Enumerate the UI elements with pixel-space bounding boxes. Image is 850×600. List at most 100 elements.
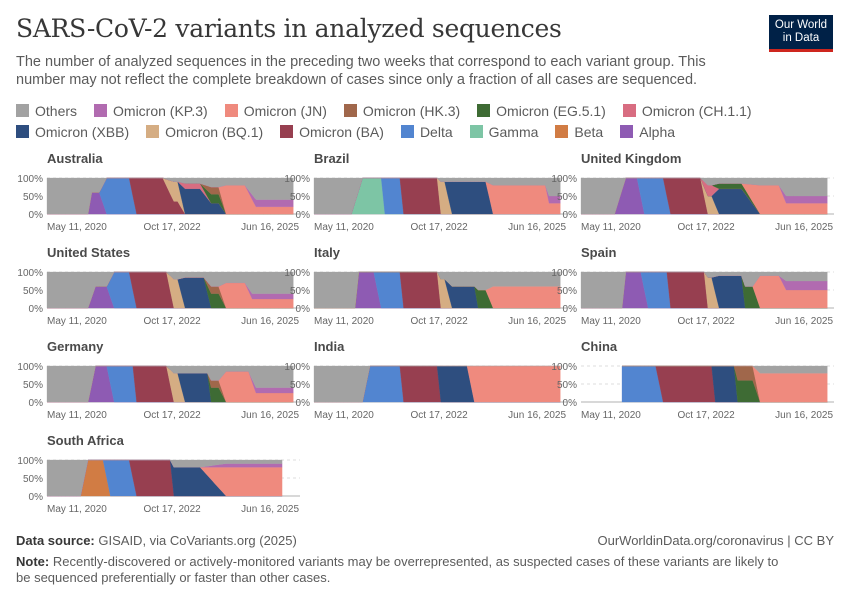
- y-tick-label: 50%: [23, 192, 43, 203]
- area-others[interactable]: [46, 459, 283, 497]
- y-tick-label: 100%: [551, 174, 577, 185]
- legend-swatch: [469, 125, 483, 138]
- area-others[interactable]: [46, 365, 294, 403]
- source-label: Data source:: [16, 533, 95, 548]
- x-tick-label: Oct 17, 2022: [143, 410, 201, 421]
- note-label: Note:: [16, 554, 50, 569]
- x-tick-label: May 11, 2020: [47, 222, 107, 233]
- legend-swatch: [280, 125, 294, 138]
- area-others[interactable]: [46, 177, 294, 215]
- legend-item[interactable]: Omicron (KP.3): [94, 102, 208, 119]
- legend-item[interactable]: Omicron (BQ.1): [146, 123, 263, 140]
- x-tick-label: Oct 17, 2022: [143, 504, 201, 515]
- panel-united-states: United States 0% 50% 100% May 11, 2020 Oct 17…: [17, 245, 300, 327]
- note: Note: Recently-discovered or actively-mo…: [16, 554, 796, 586]
- panel-title: South Africa: [47, 433, 125, 448]
- panel-title: Spain: [581, 245, 616, 260]
- area-others[interactable]: [313, 365, 561, 403]
- y-tick-label: 100%: [17, 268, 43, 279]
- area-others[interactable]: [313, 177, 561, 215]
- panel-china: China 0% 50% 100% May 11, 2020 Oct 17, 2022 Ju…: [551, 339, 834, 421]
- area-others[interactable]: [580, 177, 828, 215]
- legend-label: Omicron (BQ.1): [165, 123, 264, 140]
- area-others[interactable]: [46, 271, 294, 309]
- x-tick-label: Jun 16, 2025: [241, 222, 299, 233]
- area-others[interactable]: [622, 365, 828, 374]
- panel-title: United Kingdom: [581, 151, 681, 166]
- chart-title: SARS-CoV-2 variants in analyzed sequence…: [16, 14, 562, 43]
- y-tick-label: 50%: [290, 380, 310, 391]
- legend-swatch: [94, 104, 108, 117]
- legend-swatch: [622, 104, 636, 117]
- legend-item[interactable]: Omicron (JN): [224, 102, 327, 119]
- owid-link[interactable]: OurWorldinData.org/coronavirus | CC BY: [597, 533, 834, 548]
- legend-item[interactable]: Delta: [400, 123, 453, 140]
- y-tick-label: 50%: [557, 192, 577, 203]
- y-tick-label: 0%: [296, 210, 311, 221]
- legend-label: Omicron (CH.1.1): [641, 102, 752, 119]
- panel-title: United States: [47, 245, 130, 260]
- note-text: Recently-discovered or actively-monitore…: [16, 554, 779, 585]
- legend-swatch: [146, 125, 160, 138]
- legend-label: Omicron (JN): [243, 102, 327, 119]
- legend-item[interactable]: Omicron (XBB): [16, 123, 129, 140]
- legend-label: Alpha: [639, 123, 676, 140]
- legend-item[interactable]: Beta: [555, 123, 603, 140]
- legend-swatch: [400, 125, 414, 138]
- legend-swatch: [620, 125, 634, 138]
- x-tick-label: May 11, 2020: [47, 504, 107, 515]
- y-tick-label: 0%: [563, 304, 578, 315]
- chart-subtitle: The number of analyzed sequences in the …: [16, 54, 706, 88]
- panel-italy: Italy 0% 50% 100% May 11, 2020 Oct 17, 2022 Ju…: [284, 245, 567, 327]
- owid-logo[interactable]: Our World in Data: [769, 15, 833, 52]
- y-tick-label: 100%: [17, 456, 43, 467]
- x-tick-label: Jun 16, 2025: [508, 316, 566, 327]
- legend-item[interactable]: Others: [16, 102, 77, 119]
- logo-line-1: Our World: [774, 19, 828, 31]
- area-others[interactable]: [580, 271, 828, 309]
- legend-label: Gamma: [488, 123, 539, 140]
- y-tick-label: 50%: [23, 474, 43, 485]
- x-tick-label: Jun 16, 2025: [241, 504, 299, 515]
- panel-india: India 0% 50% 100% May 11, 2020 Oct 17, 2022 Ju…: [284, 339, 567, 421]
- x-tick-label: May 11, 2020: [581, 316, 641, 327]
- panel-south-africa: South Africa 0% 50% 100% May 11, 2020 Oct 17,…: [17, 433, 300, 515]
- legend-item[interactable]: Gamma: [469, 123, 539, 140]
- y-tick-label: 50%: [290, 286, 310, 297]
- footer: Data source: GISAID, via CoVariants.org …: [16, 533, 834, 586]
- y-tick-label: 0%: [29, 304, 44, 315]
- panel-united-kingdom: United Kingdom 0% 50% 100% May 11, 2020 Oct 1…: [551, 151, 834, 233]
- legend-swatch: [555, 125, 569, 138]
- y-tick-label: 50%: [557, 286, 577, 297]
- legend-swatch: [477, 104, 491, 117]
- y-tick-label: 100%: [284, 268, 310, 279]
- panel-title: China: [581, 339, 618, 354]
- y-tick-label: 0%: [563, 398, 578, 409]
- panel-title: India: [314, 339, 345, 354]
- x-tick-label: May 11, 2020: [314, 316, 374, 327]
- legend-item[interactable]: Omicron (EG.5.1): [477, 102, 606, 119]
- area-others[interactable]: [313, 271, 561, 309]
- y-tick-label: 100%: [17, 174, 43, 185]
- x-tick-label: Oct 17, 2022: [410, 410, 468, 421]
- legend: Others Omicron (KP.3) Omicron (JN) Omicron …: [16, 102, 836, 140]
- y-tick-label: 50%: [557, 380, 577, 391]
- y-tick-label: 50%: [23, 380, 43, 391]
- legend-item[interactable]: Alpha: [620, 123, 675, 140]
- panel-title: Germany: [47, 339, 104, 354]
- x-tick-label: Oct 17, 2022: [143, 222, 201, 233]
- legend-item[interactable]: Omicron (BA): [280, 123, 384, 140]
- x-tick-label: Oct 17, 2022: [143, 316, 201, 327]
- legend-item[interactable]: Omicron (HK.3): [343, 102, 460, 119]
- x-tick-label: Oct 17, 2022: [410, 316, 468, 327]
- y-tick-label: 100%: [284, 174, 310, 185]
- legend-item[interactable]: Omicron (CH.1.1): [622, 102, 752, 119]
- panel-title: Australia: [47, 151, 103, 166]
- y-tick-label: 0%: [563, 210, 578, 221]
- legend-swatch: [224, 104, 238, 117]
- x-tick-label: Jun 16, 2025: [775, 410, 833, 421]
- y-tick-label: 0%: [296, 304, 311, 315]
- x-tick-label: Oct 17, 2022: [410, 222, 468, 233]
- legend-label: Omicron (KP.3): [113, 102, 208, 119]
- x-tick-label: Jun 16, 2025: [241, 316, 299, 327]
